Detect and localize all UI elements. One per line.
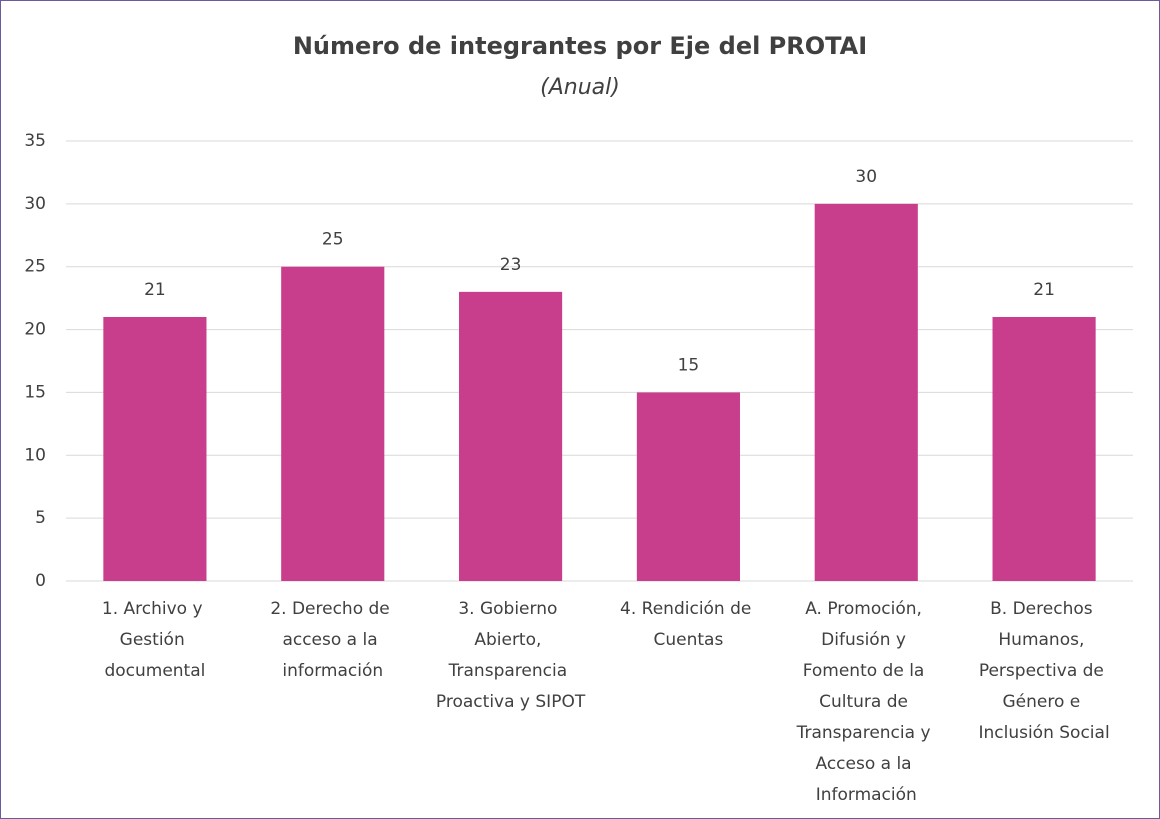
y-tick-label: 10 bbox=[24, 445, 46, 465]
x-tick-label: B. Derechos Humanos, Perspectiva de Géne… bbox=[978, 599, 1109, 743]
bar bbox=[636, 392, 740, 581]
y-tick-label: 20 bbox=[24, 320, 46, 340]
bar bbox=[992, 317, 1096, 581]
bar bbox=[281, 266, 385, 581]
x-tick-label: A. Promoción, Difusión y Fomento de la C… bbox=[796, 599, 936, 805]
bar bbox=[814, 203, 918, 581]
data-label: 30 bbox=[855, 167, 877, 187]
y-tick-label: 15 bbox=[24, 382, 46, 402]
x-tick-label: 3. Gobierno Abierto, Transparencia Proac… bbox=[436, 599, 586, 712]
y-tick-label: 35 bbox=[24, 131, 46, 151]
data-label: 21 bbox=[144, 280, 166, 300]
chart-subtitle: (Anual) bbox=[540, 75, 620, 100]
data-label: 25 bbox=[322, 230, 344, 250]
bar bbox=[459, 291, 563, 581]
chart-title: Número de integrantes por Eje del PROTAI bbox=[293, 32, 867, 60]
y-tick-label: 30 bbox=[24, 194, 46, 214]
y-tick-label: 5 bbox=[35, 508, 46, 528]
y-tick-label: 0 bbox=[35, 571, 46, 591]
data-label: 23 bbox=[500, 255, 522, 275]
y-tick-label: 25 bbox=[24, 257, 46, 277]
x-tick-label: 1. Archivo y Gestión documental bbox=[102, 599, 208, 681]
x-tick-label: 4. Rendición de Cuentas bbox=[620, 599, 757, 650]
x-tick-label: 2. Derecho de acceso a la información bbox=[270, 599, 395, 681]
bar bbox=[103, 317, 207, 581]
data-label: 15 bbox=[678, 355, 700, 375]
data-label: 21 bbox=[1033, 280, 1055, 300]
